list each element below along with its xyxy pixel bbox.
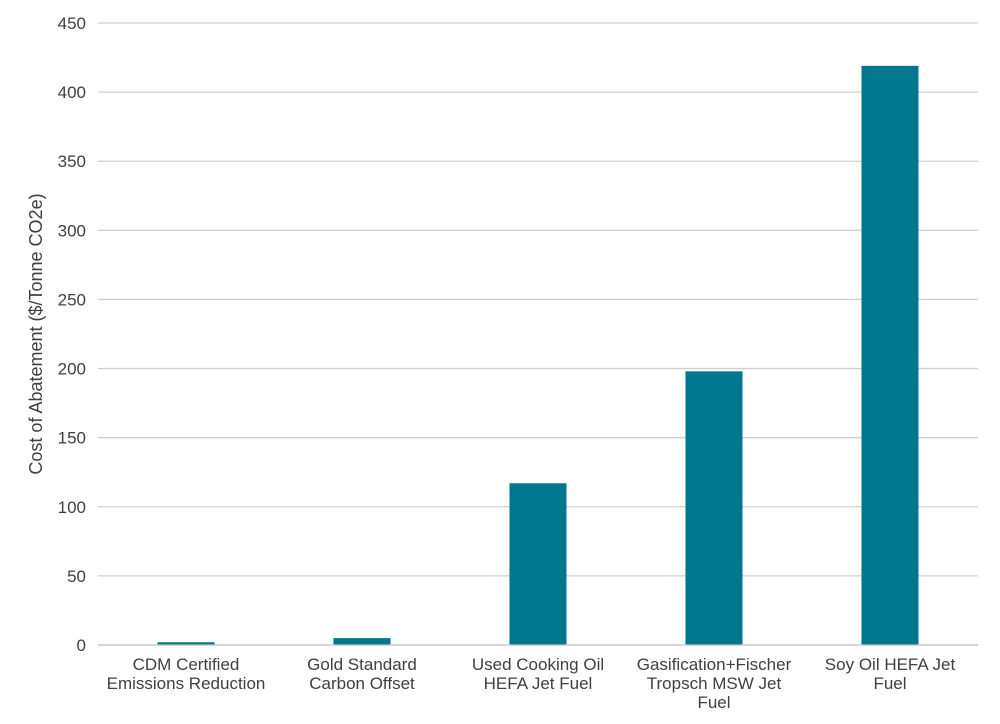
y-tick-label: 200	[58, 360, 86, 379]
x-tick-label: Used Cooking Oil HEFA Jet Fuel	[472, 655, 604, 693]
y-tick-label: 150	[58, 429, 86, 448]
y-tick-label: 50	[67, 567, 86, 586]
y-tick-label: 400	[58, 83, 86, 102]
bar	[685, 371, 743, 645]
gridlines	[98, 22, 978, 577]
y-tick-label: 100	[58, 498, 86, 517]
y-tick-label: 0	[77, 636, 86, 655]
bar	[509, 483, 567, 645]
x-axis-categories: CDM Certified Emissions Reduction Gold Sta…	[107, 655, 956, 712]
y-tick-label: 350	[58, 152, 86, 171]
y-tick-label: 250	[58, 290, 86, 309]
x-tick-label: Gold Standard Carbon Offset	[307, 655, 417, 693]
x-tick-label: CDM Certified Emissions Reduction	[107, 655, 266, 693]
bar	[333, 638, 391, 645]
y-tick-label: 450	[58, 14, 86, 33]
y-axis-ticks: 0 50 100 150 200 250 300 350 400 450	[58, 14, 86, 655]
bar	[861, 65, 919, 646]
bars	[157, 65, 919, 646]
bar	[157, 642, 215, 645]
y-tick-label: 300	[58, 221, 86, 240]
x-tick-label: Soy Oil HEFA Jet Fuel	[825, 655, 956, 693]
y-axis-label: Cost of Abatement ($/Tonne CO2e)	[26, 193, 46, 474]
x-tick-label: Gasification+Fischer Tropsch MSW Jet Fuel	[637, 655, 792, 712]
